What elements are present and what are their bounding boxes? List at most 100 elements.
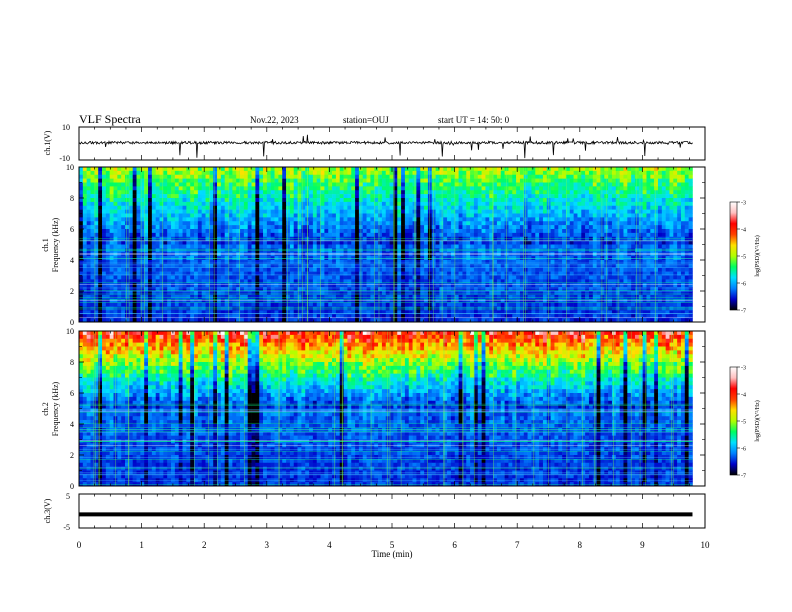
spectrogram-cell <box>539 217 544 222</box>
spectrogram-cell <box>408 217 413 222</box>
spectrogram-cell <box>424 271 429 276</box>
spectrogram-cell <box>420 174 425 179</box>
spectrogram-cell <box>224 221 229 226</box>
spectrogram-cell <box>550 217 555 222</box>
spectrogram-cell <box>270 198 275 203</box>
spectrogram-cell <box>274 167 279 172</box>
spectrogram-cell <box>309 271 314 276</box>
spectrogram-cell <box>424 178 429 183</box>
spectrogram-cell <box>500 178 505 183</box>
spectrogram-cell <box>182 198 187 203</box>
spectrogram-cell <box>351 244 356 249</box>
spectrogram-cell <box>611 174 617 179</box>
spectrogram-cell <box>592 213 597 218</box>
spectrogram-cell <box>581 225 586 230</box>
spectrogram-cell <box>600 167 605 172</box>
spectrogram-cell <box>282 263 287 269</box>
spectrogram-cell <box>569 167 574 172</box>
spectrogram-cell <box>86 267 91 272</box>
spectrogram-cell <box>631 182 636 187</box>
spectrogram-cell <box>282 182 287 187</box>
spectrogram-cell <box>646 190 651 195</box>
spectrogram-cell <box>450 279 456 284</box>
spectrogram-cell <box>569 271 574 276</box>
spectrogram-cell <box>542 263 548 269</box>
spectrogram-cell <box>481 225 486 230</box>
spectrogram-cell <box>650 279 655 284</box>
spectrogram-cell <box>79 279 84 284</box>
spectrogram-cell <box>523 182 528 187</box>
spectrogram-cell <box>320 275 325 280</box>
spectrogram-cell <box>297 232 302 238</box>
spectrogram-cell <box>136 267 141 272</box>
spectrogram-cell <box>190 205 195 210</box>
spectrogram-cell <box>680 174 686 179</box>
spectrogram-cell <box>90 174 95 179</box>
spectrogram-cell <box>324 271 329 276</box>
spectrogram-cell <box>447 174 452 179</box>
spectrogram-cell <box>627 167 632 172</box>
spectrogram-cell <box>186 217 191 222</box>
spectrogram-cell <box>454 275 459 280</box>
spectrogram-cell <box>182 263 187 269</box>
spectrogram-cell <box>224 225 229 230</box>
spectrogram-cell <box>462 198 467 203</box>
spectrogram-cell <box>466 209 471 214</box>
spectrogram-cell <box>523 279 528 284</box>
spectrogram-cell <box>278 244 283 249</box>
spectrogram-cell <box>205 170 210 176</box>
spectrogram-cell <box>105 217 110 222</box>
spectrogram-cell <box>512 174 517 179</box>
spectrogram-cell <box>665 244 670 249</box>
spectrogram-cell <box>519 283 525 288</box>
spectrogram-cell <box>654 178 659 183</box>
spectrogram-cell <box>684 283 689 288</box>
spectrogram-cell <box>155 198 160 203</box>
spectrogram-cell <box>631 194 636 199</box>
spectrogram-cell <box>688 186 693 191</box>
spectrogram-cell <box>316 167 321 172</box>
spectrogram-cell <box>535 205 540 210</box>
spectrogram-cell <box>113 217 118 222</box>
spectrogram-cell <box>550 267 555 272</box>
spectrogram-cell <box>251 263 256 269</box>
spectrogram-cell <box>286 170 291 176</box>
spectrogram-cell <box>136 201 141 207</box>
spectrogram-cell <box>627 283 632 288</box>
spectrogram-cell <box>427 279 433 284</box>
spectrogram-cell <box>182 244 187 249</box>
spectrogram-cell <box>420 225 425 230</box>
spectrogram-cell <box>378 240 383 245</box>
spectrogram-cell <box>416 221 421 226</box>
spectrogram-cell <box>535 167 540 172</box>
spectrogram-cell <box>680 182 686 187</box>
spectrogram-cell <box>454 283 459 288</box>
spectrogram-cell <box>642 263 647 269</box>
spectrogram-cell <box>389 232 394 238</box>
spectrogram-cell <box>178 182 183 187</box>
spectrogram-cell <box>102 283 107 288</box>
spectrogram-cell <box>167 229 172 234</box>
spectrogram-cell <box>646 260 651 265</box>
spectrogram-cell <box>355 267 360 272</box>
spectrogram-cell <box>466 201 471 207</box>
spectrogram-cell <box>473 186 479 191</box>
spectrogram-cell <box>654 217 659 222</box>
spectrogram-cell <box>611 190 617 195</box>
spectrogram-cell <box>462 205 467 210</box>
spectrogram-cell <box>370 232 375 238</box>
spectrogram-cell <box>351 260 356 265</box>
spectrogram-cell <box>209 209 214 214</box>
spectrogram-cell <box>335 221 341 226</box>
spectrogram-cell <box>531 205 536 210</box>
spectrogram-cell <box>489 209 494 214</box>
spectrogram-cell <box>650 205 655 210</box>
spectrogram-cell <box>619 194 624 199</box>
spectrogram-cell <box>420 201 425 207</box>
spectrogram-cell <box>163 267 168 272</box>
spectrogram-cell <box>232 201 237 207</box>
spectrogram-cell <box>454 271 459 276</box>
spectrogram-cell <box>458 170 463 176</box>
spectrogram-cell <box>339 275 344 280</box>
spectrogram-cell <box>117 232 122 238</box>
